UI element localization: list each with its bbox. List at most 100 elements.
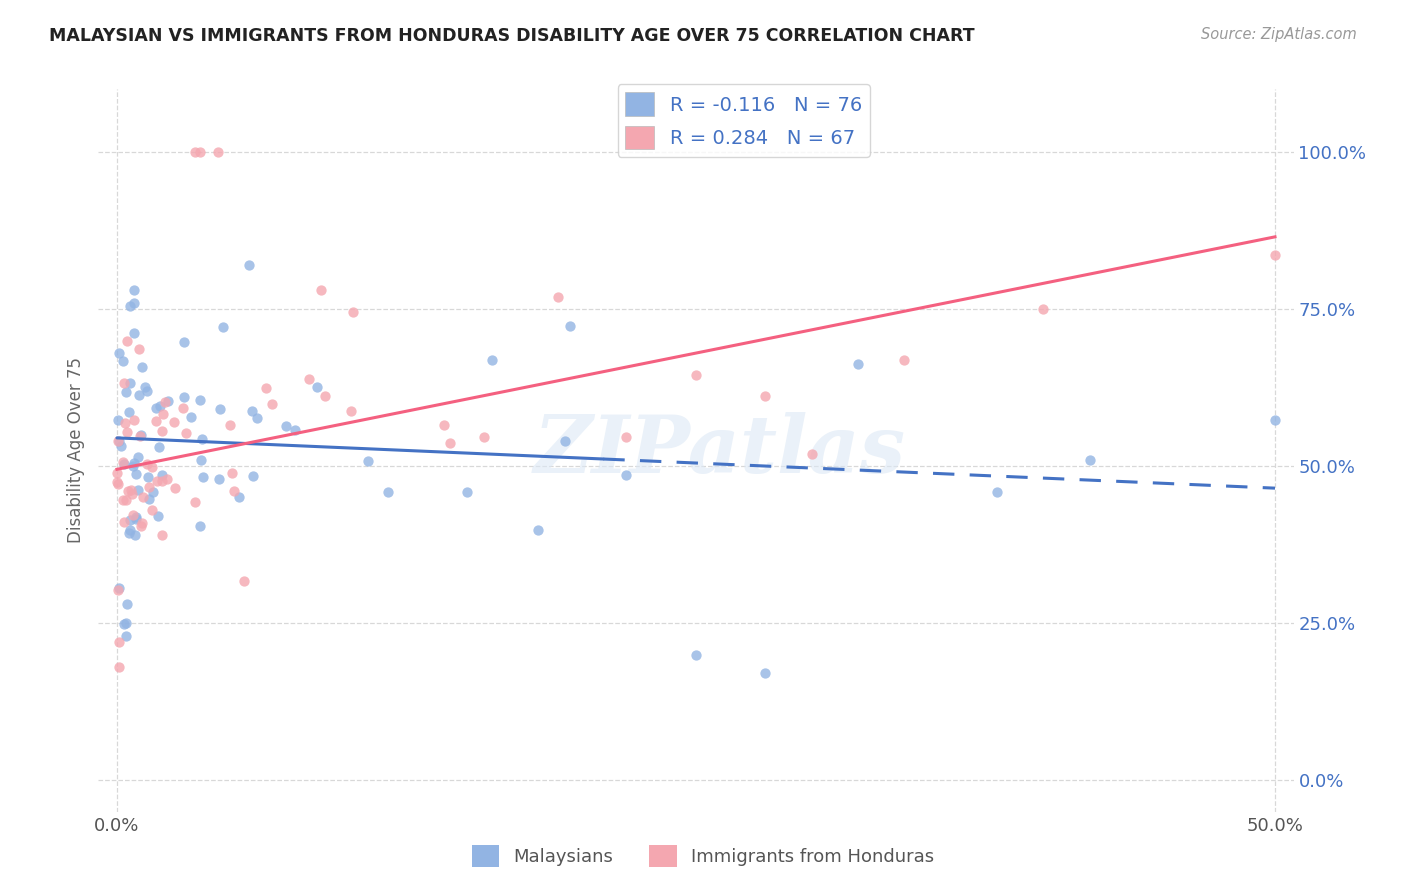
Point xyxy=(685,368,707,382)
Legend: Malaysians, Immigrants from Honduras: Malaysians, Immigrants from Honduras xyxy=(465,838,941,874)
Point xyxy=(108,581,131,595)
Point xyxy=(125,511,148,525)
Point xyxy=(472,430,495,444)
Point xyxy=(129,427,152,442)
Point xyxy=(136,470,159,484)
Point xyxy=(117,484,139,499)
Point xyxy=(107,476,129,491)
Point xyxy=(173,391,195,405)
Point xyxy=(107,413,129,427)
Point xyxy=(112,457,135,471)
Point xyxy=(153,394,176,409)
Point xyxy=(163,481,186,495)
Point xyxy=(114,416,136,430)
Point xyxy=(152,407,174,421)
Point xyxy=(191,470,214,484)
Point xyxy=(339,404,361,418)
Point xyxy=(122,458,145,473)
Point xyxy=(246,410,269,425)
Point xyxy=(112,354,135,368)
Point xyxy=(305,380,328,394)
Point xyxy=(105,466,128,480)
Point xyxy=(115,493,138,508)
Point xyxy=(309,283,332,297)
Point xyxy=(107,635,129,649)
Point xyxy=(163,416,186,430)
Point xyxy=(150,468,173,483)
Point xyxy=(115,334,138,348)
Point xyxy=(120,523,142,537)
Point xyxy=(150,474,173,488)
Point xyxy=(560,318,582,333)
Point xyxy=(228,490,250,504)
Point xyxy=(107,434,129,448)
Point xyxy=(481,353,503,368)
Point xyxy=(846,357,869,371)
Point xyxy=(118,405,141,419)
Point xyxy=(107,582,129,597)
Point xyxy=(174,425,197,440)
Point xyxy=(800,447,823,461)
Point xyxy=(149,400,172,414)
Point xyxy=(118,376,141,391)
Point xyxy=(125,509,148,524)
Point xyxy=(1264,248,1286,262)
Point xyxy=(131,516,153,530)
Point xyxy=(141,460,163,475)
Point xyxy=(124,295,146,310)
Point xyxy=(138,491,160,506)
Point xyxy=(221,467,243,481)
Point xyxy=(142,485,165,500)
Point xyxy=(439,436,461,450)
Point xyxy=(238,258,260,272)
Legend: R = -0.116   N = 76, R = 0.284   N = 67: R = -0.116 N = 76, R = 0.284 N = 67 xyxy=(617,85,870,157)
Point xyxy=(173,334,195,349)
Point xyxy=(122,326,145,340)
Point xyxy=(547,290,569,304)
Point xyxy=(132,491,155,505)
Point xyxy=(112,376,135,390)
Point xyxy=(685,648,707,662)
Point xyxy=(127,450,149,464)
Point xyxy=(124,527,146,541)
Point xyxy=(122,508,145,522)
Point xyxy=(135,384,157,398)
Point xyxy=(135,457,157,471)
Point xyxy=(986,485,1008,500)
Point xyxy=(138,479,160,493)
Point xyxy=(112,455,135,469)
Point xyxy=(131,359,153,374)
Point xyxy=(146,474,169,488)
Text: ZIPatlas: ZIPatlas xyxy=(534,412,905,489)
Point xyxy=(356,454,378,468)
Point xyxy=(240,403,263,417)
Point xyxy=(110,439,132,453)
Point xyxy=(616,430,638,444)
Point xyxy=(298,371,321,385)
Point xyxy=(180,409,202,424)
Point xyxy=(190,452,212,467)
Point xyxy=(212,320,235,334)
Point xyxy=(145,401,167,416)
Point xyxy=(148,440,170,454)
Point xyxy=(208,401,231,416)
Point xyxy=(129,429,152,443)
Text: MALAYSIAN VS IMMIGRANTS FROM HONDURAS DISABILITY AGE OVER 75 CORRELATION CHART: MALAYSIAN VS IMMIGRANTS FROM HONDURAS DI… xyxy=(49,27,974,45)
Point xyxy=(122,283,145,297)
Point xyxy=(314,389,336,403)
Point xyxy=(127,483,149,497)
Y-axis label: Disability Age Over 75: Disability Age Over 75 xyxy=(67,358,86,543)
Point xyxy=(527,523,550,537)
Point xyxy=(120,483,142,497)
Point xyxy=(1264,412,1286,426)
Point xyxy=(207,145,229,159)
Point xyxy=(433,417,456,432)
Point xyxy=(125,467,148,481)
Point xyxy=(616,467,638,482)
Point xyxy=(754,389,776,403)
Point xyxy=(377,485,399,500)
Point xyxy=(121,487,143,501)
Point xyxy=(254,381,277,395)
Point xyxy=(122,456,145,470)
Point xyxy=(224,483,246,498)
